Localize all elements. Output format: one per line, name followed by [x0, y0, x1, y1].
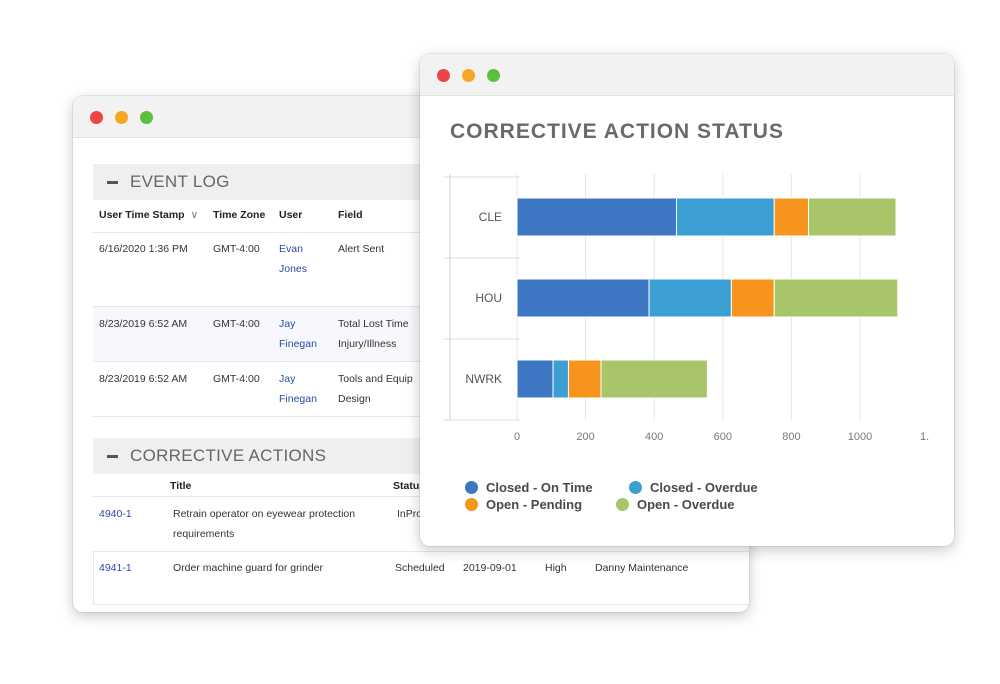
- legend-closed-on-time[interactable]: Closed - On Time: [465, 480, 593, 495]
- ca-row1-id-link[interactable]: 4940-1: [99, 508, 132, 520]
- legend-label: Closed - Overdue: [650, 480, 758, 495]
- maximize-window-button[interactable]: [487, 69, 500, 82]
- legend-label: Closed - On Time: [486, 480, 593, 495]
- ca-row2-id-link[interactable]: 4941-1: [99, 562, 132, 574]
- legend-swatch-icon: [465, 498, 478, 511]
- user-last-name[interactable]: Finegan: [279, 338, 317, 350]
- x-tick-label: 1000: [848, 431, 872, 443]
- x-tick-label: 600: [714, 431, 732, 443]
- window-titlebar: [420, 54, 954, 96]
- maximize-window-button[interactable]: [140, 111, 153, 124]
- collapse-icon[interactable]: [107, 180, 118, 184]
- sort-chevron-icon[interactable]: ∨: [190, 209, 199, 221]
- bar-segment: [552, 359, 569, 399]
- x-tick-label: 1.: [920, 431, 929, 443]
- row3-timestamp: 8/23/2019 6:52 AM: [99, 373, 188, 385]
- ca-row1-title: Retrain operator on eyewear protection r…: [173, 504, 355, 544]
- legend-closed-overdue[interactable]: Closed - Overdue: [629, 480, 758, 495]
- row1-user-link[interactable]: Evan Jones: [279, 239, 307, 279]
- bar-segment: [808, 197, 897, 237]
- ca-row2-title: Order machine guard for grinder: [173, 562, 323, 574]
- x-tick-label: 400: [645, 431, 663, 443]
- column-header-user[interactable]: User: [279, 209, 303, 221]
- x-tick-label: 200: [576, 431, 594, 443]
- row3-field: Tools and Equip Design: [338, 369, 413, 409]
- row2-timezone: GMT-4:00: [213, 318, 260, 330]
- legend-label: Open - Pending: [486, 497, 583, 512]
- legend-open-overdue[interactable]: Open - Overdue: [616, 497, 735, 512]
- user-last-name[interactable]: Finegan: [279, 393, 317, 405]
- column-header-label: User Time Stamp: [99, 209, 185, 221]
- bar-segment: [516, 278, 650, 318]
- category-label: HOU: [475, 291, 502, 305]
- x-tick-label: 0: [514, 431, 520, 443]
- divider: [93, 552, 94, 604]
- legend-swatch-icon: [616, 498, 629, 511]
- field-line: Tools and Equip: [338, 373, 413, 385]
- column-header-timezone[interactable]: Time Zone: [213, 209, 266, 221]
- bar-segment: [567, 359, 602, 399]
- collapse-icon[interactable]: [107, 454, 118, 458]
- legend-swatch-icon: [629, 481, 642, 494]
- bar-segment: [730, 278, 775, 318]
- legend-open-pending[interactable]: Open - Pending: [465, 497, 582, 512]
- field-line: Total Lost Time: [338, 318, 409, 330]
- row1-timezone: GMT-4:00: [213, 243, 260, 255]
- row1-field: Alert Sent: [338, 243, 385, 255]
- bar-segment: [648, 278, 732, 318]
- close-window-button[interactable]: [90, 111, 103, 124]
- user-last-name[interactable]: Jones: [279, 263, 308, 275]
- chart-window: CORRECTIVE ACTION STATUS 0 200 400 600 800 10…: [420, 54, 954, 546]
- minimize-window-button[interactable]: [115, 111, 128, 124]
- bar-segment: [516, 359, 554, 399]
- row2-user-link[interactable]: Jay Finegan: [279, 314, 317, 354]
- bar-segment: [600, 359, 708, 399]
- bar-segment: [675, 197, 775, 237]
- bar-segment: [773, 197, 810, 237]
- column-header-title[interactable]: Title: [170, 480, 192, 492]
- user-first-name[interactable]: Evan: [279, 243, 303, 255]
- category-label: NWRK: [465, 372, 502, 386]
- close-window-button[interactable]: [437, 69, 450, 82]
- legend-label: Open - Overdue: [637, 497, 735, 512]
- row1-timestamp: 6/16/2020 1:36 PM: [99, 243, 188, 255]
- field-line: Design: [338, 393, 371, 405]
- bar-segment: [516, 197, 677, 237]
- row3-timezone: GMT-4:00: [213, 373, 260, 385]
- stacked-bar-chart: 0 200 400 600 800 1000 1. CLE HOU NWRK: [444, 174, 929, 443]
- column-header-field[interactable]: Field: [338, 209, 363, 221]
- x-tick-label: 800: [782, 431, 800, 443]
- user-first-name[interactable]: Jay: [279, 373, 296, 385]
- category-label: CLE: [479, 210, 502, 224]
- minimize-window-button[interactable]: [462, 69, 475, 82]
- title-line: requirements: [173, 528, 235, 540]
- legend-swatch-icon: [465, 481, 478, 494]
- corrective-actions-title: CORRECTIVE ACTIONS: [130, 446, 327, 465]
- title-line: Retrain operator on eyewear protection: [173, 508, 356, 520]
- event-log-title: EVENT LOG: [130, 172, 230, 191]
- divider: [93, 551, 749, 552]
- chart-title: CORRECTIVE ACTION STATUS: [450, 120, 784, 143]
- ca-row2-priority: High: [545, 562, 567, 574]
- ca-row2-date: 2019-09-01: [463, 562, 517, 574]
- row2-field: Total Lost Time Injury/Illness: [338, 314, 409, 354]
- ca-row2-status: Scheduled: [395, 562, 445, 574]
- field-line: Injury/Illness: [338, 338, 397, 350]
- bar-segment: [773, 278, 899, 318]
- row2-timestamp: 8/23/2019 6:52 AM: [99, 318, 188, 330]
- column-header-timestamp[interactable]: User Time Stamp ∨: [99, 209, 198, 221]
- divider: [93, 604, 749, 605]
- row3-user-link[interactable]: Jay Finegan: [279, 369, 317, 409]
- column-header-status[interactable]: Status: [393, 480, 426, 492]
- ca-row2-owner: Danny Maintenance: [595, 562, 689, 574]
- user-first-name[interactable]: Jay: [279, 318, 296, 330]
